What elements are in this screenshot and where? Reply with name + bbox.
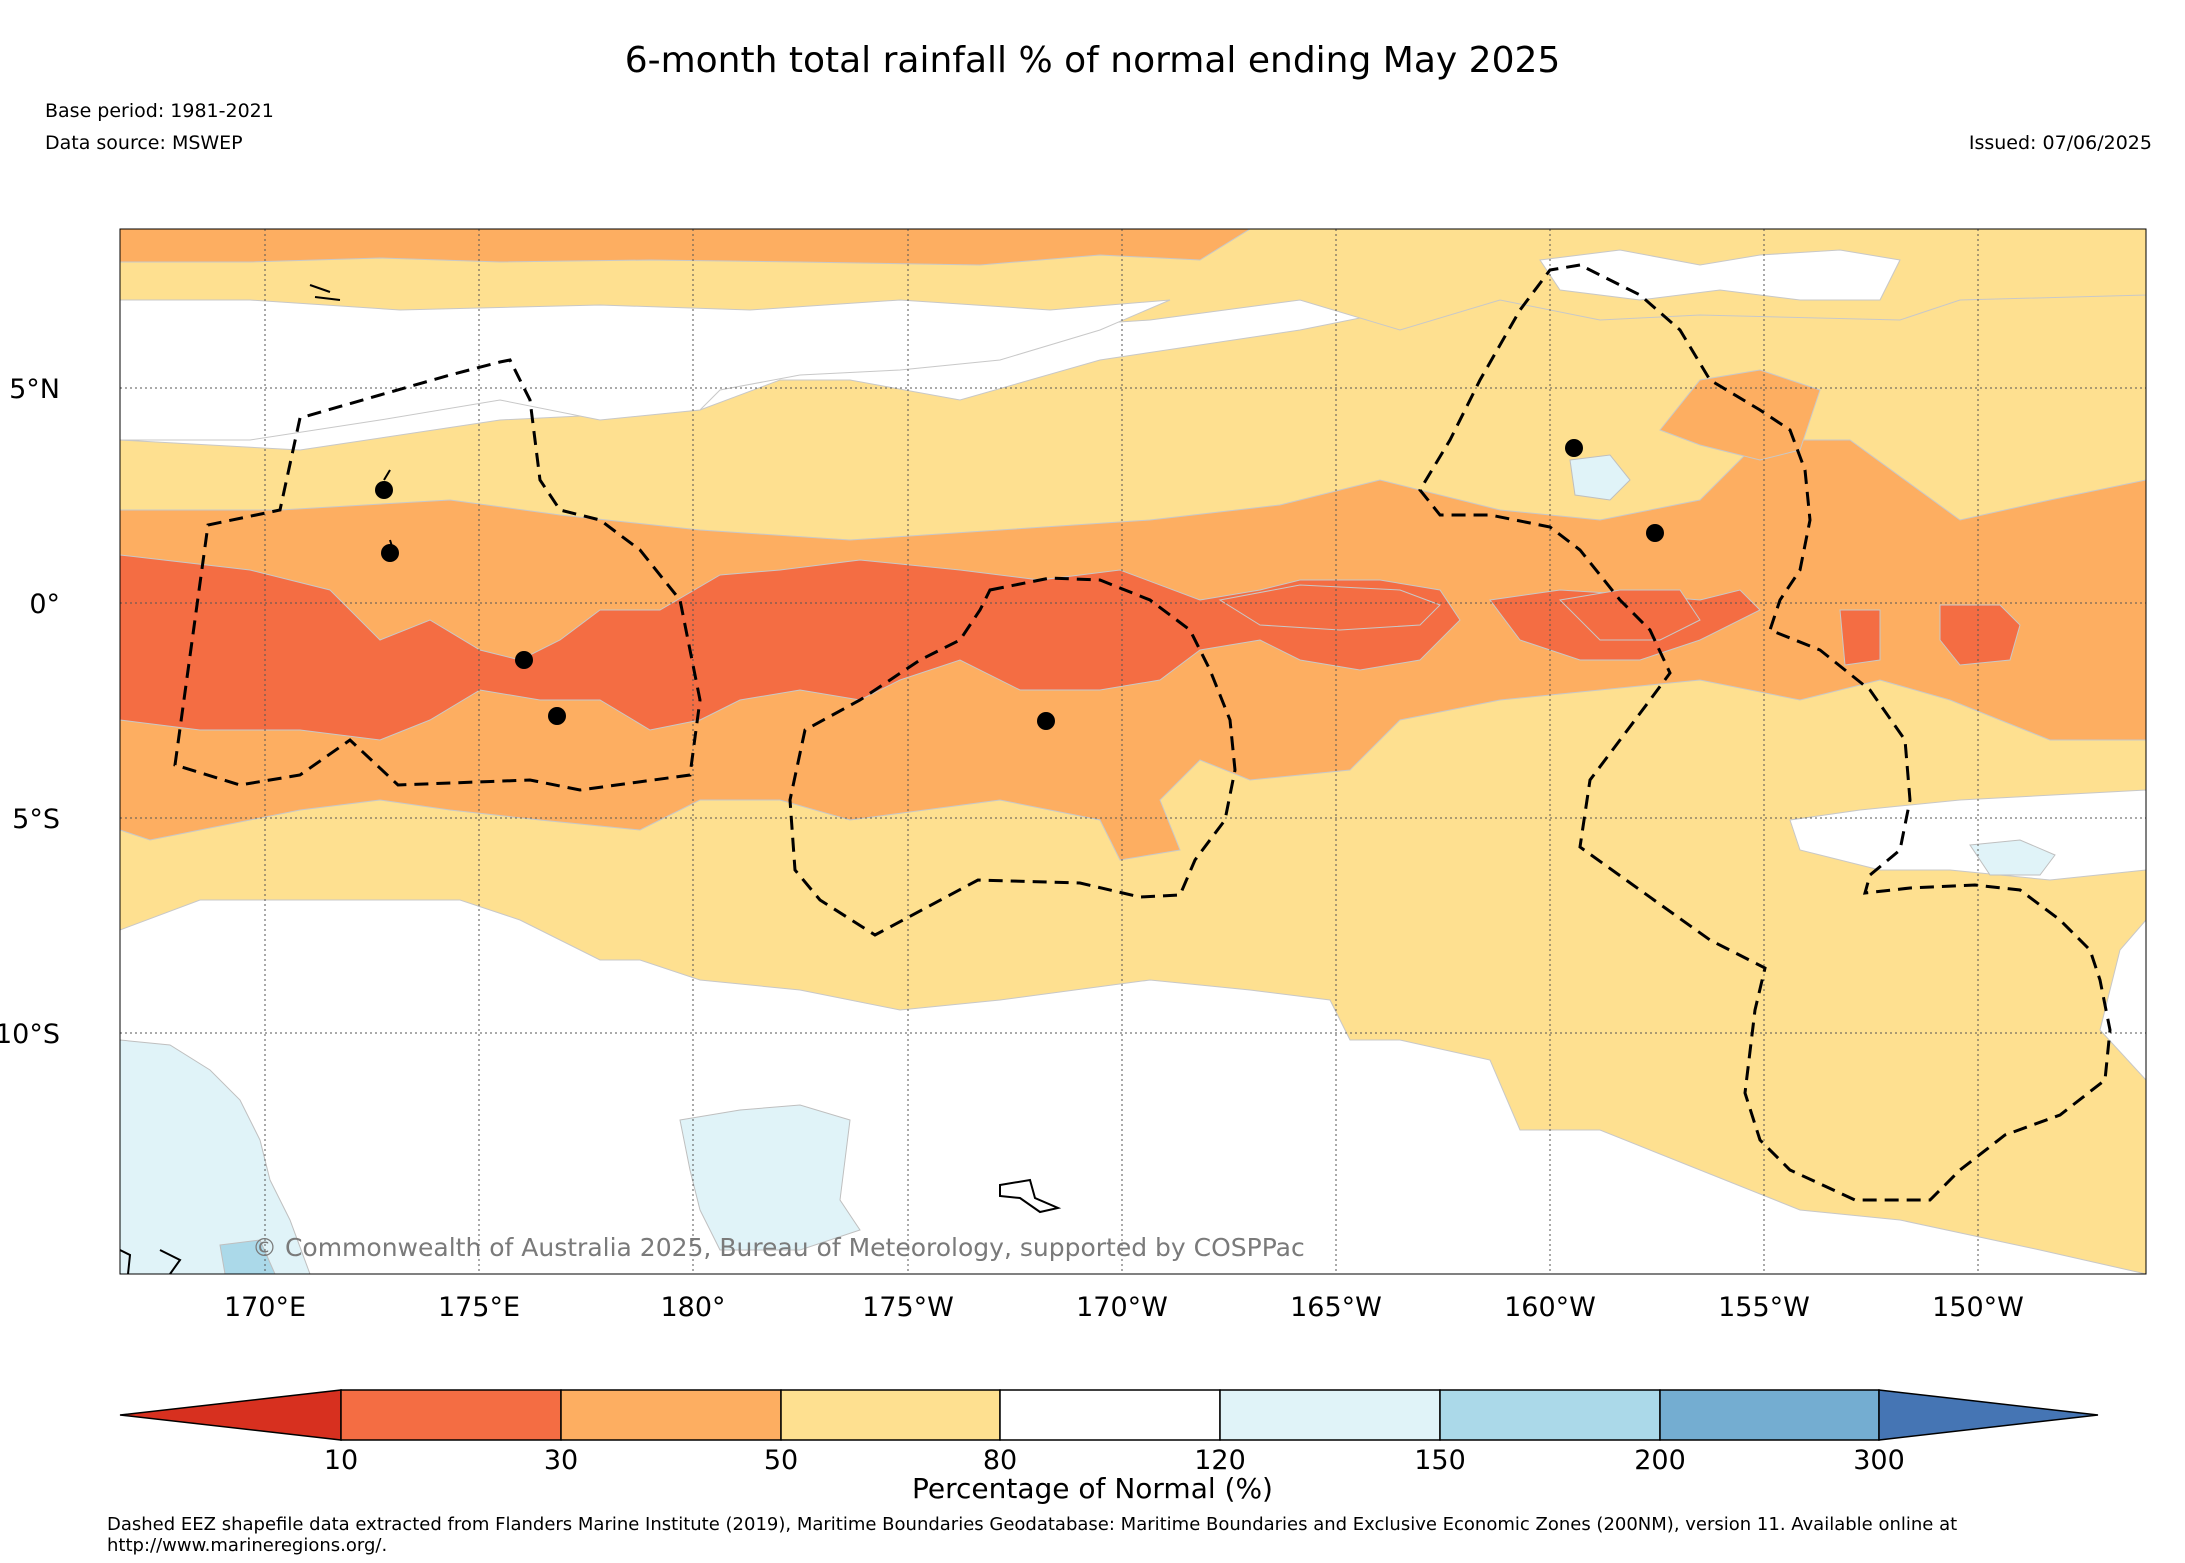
rainfall-field: [120, 229, 2146, 1274]
map-gridlines: [120, 229, 2146, 1274]
colorbar-tick-120: 120: [1194, 1445, 1246, 1476]
lon-label-150w: 150°W: [1932, 1292, 2024, 1323]
colorbar-segment-150-200: [1439, 1389, 1661, 1441]
eez-kiribati-gilberts: [173, 358, 702, 792]
band-120-150-ne-island: [1569, 454, 1631, 501]
colorbar-segment-30-50: [560, 1389, 782, 1441]
band-30-50-north: [120, 229, 1251, 266]
band-10-30-east-a: [1218, 584, 1441, 631]
longitude-labels: 170°E 175°E 180° 175°W 170°W 165°W 160°W…: [224, 1292, 2024, 1323]
band-80-120-ne-patch: [1539, 249, 1901, 301]
colorbar-ticks: 10 30 50 80 120 150 200 300: [324, 1445, 1905, 1476]
eez-line-islands: [1418, 263, 2112, 1202]
island-marker: [381, 544, 399, 562]
eez-boundaries: [173, 263, 2112, 1202]
colorbar-tick-300: 300: [1853, 1445, 1905, 1476]
island-markers: [375, 439, 1664, 730]
island-marker: [548, 707, 566, 725]
island-marker: [1646, 524, 1664, 542]
lon-label-170w: 170°W: [1076, 1292, 1168, 1323]
lat-label-5n: 5°N: [9, 374, 60, 405]
colorbar-segment-50-80: [780, 1389, 1001, 1441]
island-marker: [1565, 439, 1583, 457]
colorbar-segment-200-300: [1659, 1389, 1880, 1441]
copyright-credit: © Commonwealth of Australia 2025, Bureau…: [252, 1233, 1305, 1262]
band-10-30-far-east-a: [1839, 609, 1881, 666]
colorbar-segment-120-150: [1219, 1389, 1441, 1441]
eez-footnote: Dashed EEZ shapefile data extracted from…: [107, 1514, 1958, 1556]
island-marker: [1037, 712, 1055, 730]
issued-date-text: Issued: 07/06/2025: [1968, 132, 2152, 154]
colorbar-title: Percentage of Normal (%): [912, 1472, 1273, 1505]
colorbar-segment-lt10: [119, 1389, 342, 1441]
band-30-50-line-islands: [1659, 369, 1821, 461]
band-120-150-south-central: [679, 1104, 861, 1251]
colorbar-segment-gt300: [1878, 1389, 2099, 1441]
band-120-150-se: [1969, 839, 2056, 876]
band-10-30-far-east-b: [1939, 604, 2021, 666]
colorbar-tick-80: 80: [983, 1445, 1017, 1476]
colorbar-tick-30: 30: [544, 1445, 578, 1476]
lon-label-180: 180°: [660, 1292, 725, 1323]
lon-label-160w: 160°W: [1504, 1292, 1596, 1323]
lon-label-155w: 155°W: [1718, 1292, 1810, 1323]
latitude-labels: 5°N 0° 5°S 10°S: [0, 374, 60, 1050]
colorbar-tick-10: 10: [324, 1445, 358, 1476]
lat-label-10s: 10°S: [0, 1019, 60, 1050]
colorbar-segment-10-30: [340, 1389, 562, 1441]
map-frame: [119, 228, 2147, 1275]
base-period-text: Base period: 1981-2021: [45, 100, 274, 122]
island-outlines: [119, 284, 1062, 1275]
band-80-120-se-gap: [1789, 789, 2146, 881]
colorbar-tick-150: 150: [1414, 1445, 1466, 1476]
colorbar-tick-50: 50: [764, 1445, 798, 1476]
lon-label-175e: 175°E: [438, 1292, 520, 1323]
lon-label-175w: 175°W: [862, 1292, 954, 1323]
lat-label-0: 0°: [29, 589, 60, 620]
data-source-text: Data source: MSWEP: [45, 132, 243, 154]
island-marker: [375, 481, 393, 499]
colorbar-tick-200: 200: [1634, 1445, 1686, 1476]
lon-label-165w: 165°W: [1290, 1292, 1382, 1323]
island-marker: [515, 651, 533, 669]
band-150-200-sw: [219, 1239, 276, 1274]
colorbar-segment-80-120: [999, 1389, 1221, 1441]
lat-label-5s: 5°S: [12, 804, 60, 835]
map-title: 6-month total rainfall % of normal endin…: [624, 40, 1561, 81]
lon-label-170e: 170°E: [224, 1292, 306, 1323]
eez-tokelau: [788, 576, 1237, 937]
band-10-30-core: [120, 554, 1461, 741]
